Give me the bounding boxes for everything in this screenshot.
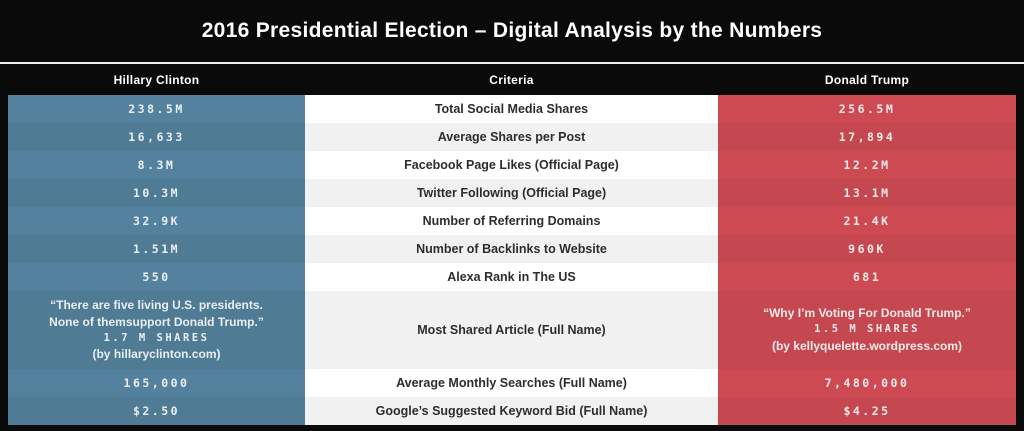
clinton-article-source: (by hillaryclinton.com): [92, 347, 221, 362]
column-header-criteria: Criteria: [489, 72, 534, 87]
clinton-value-cell: 1.51M: [8, 235, 305, 263]
table-row: 238.5M Total Social Media Shares 256.5M: [8, 95, 1016, 123]
clinton-value-cell: 16,633: [8, 123, 305, 151]
trump-article-source: (by kellyquelette.wordpress.com): [771, 338, 963, 353]
table-row: 1.51M Number of Backlinks to Website 960…: [8, 235, 1016, 263]
criteria-cell: Number of Referring Domains: [305, 207, 718, 235]
clinton-value-cell: 8.3M: [8, 151, 305, 179]
table-row: 32.9K Number of Referring Domains 21.4K: [8, 207, 1016, 235]
trump-value-cell: 960K: [718, 235, 1016, 263]
clinton-value-cell: 32.9K: [8, 207, 305, 235]
trump-quote-line: “Why I’m Voting For Donald Trump.”: [763, 306, 971, 321]
clinton-value-cell: $2.50: [8, 397, 305, 425]
trump-value-cell: 13.1M: [718, 179, 1016, 207]
criteria-cell: Average Monthly Searches (Full Name): [305, 369, 718, 397]
column-header-row: Hillary Clinton Criteria Donald Trump: [0, 64, 1024, 95]
trump-value-cell: 12.2M: [718, 151, 1016, 179]
table-row: 16,633 Average Shares per Post 17,894: [8, 123, 1016, 151]
page-title: 2016 Presidential Election – Digital Ana…: [201, 19, 823, 42]
trump-value-cell: 7,480,000: [718, 369, 1016, 397]
clinton-value-cell: 165,000: [8, 369, 305, 397]
criteria-cell: Total Social Media Shares: [305, 95, 718, 123]
criteria-cell: Most Shared Article (Full Name): [305, 291, 718, 369]
table-row: $2.50 Google’s Suggested Keyword Bid (Fu…: [8, 397, 1016, 425]
trump-quote-cell: “Why I’m Voting For Donald Trump.” 1.5 M…: [718, 291, 1016, 369]
trump-value-cell: 256.5M: [718, 95, 1016, 123]
clinton-quote-line-2: None of themsupport Donald Trump.”: [49, 314, 264, 329]
clinton-value-cell: 550: [8, 263, 305, 291]
clinton-shares-count: 1.7 M SHARES: [103, 331, 210, 344]
trump-shares-count: 1.5 M SHARES: [814, 323, 920, 336]
trump-value-cell: 21.4K: [718, 207, 1016, 235]
trump-value-cell: $4.25: [718, 397, 1016, 425]
column-header-donald-trump: Donald Trump: [824, 72, 910, 87]
clinton-value-cell: 238.5M: [8, 95, 305, 123]
criteria-cell: Google’s Suggested Keyword Bid (Full Nam…: [305, 397, 718, 425]
criteria-cell: Alexa Rank in The US: [305, 263, 718, 291]
clinton-quote-cell: “There are five living U.S. presidents. …: [8, 291, 305, 369]
title-band: 2016 Presidential Election – Digital Ana…: [0, 0, 1024, 62]
trump-value-cell: 681: [718, 263, 1016, 291]
trump-value-cell: 17,894: [718, 123, 1016, 151]
criteria-cell: Number of Backlinks to Website: [305, 235, 718, 263]
clinton-value-cell: 10.3M: [8, 179, 305, 207]
table-row-most-shared-article: “There are five living U.S. presidents. …: [8, 291, 1016, 369]
title-separator: [0, 62, 1024, 64]
table-row: 10.3M Twitter Following (Official Page) …: [8, 179, 1016, 207]
table-row: 165,000 Average Monthly Searches (Full N…: [8, 369, 1016, 397]
criteria-cell: Facebook Page Likes (Official Page): [305, 151, 718, 179]
column-header-hillary-clinton: Hillary Clinton: [113, 72, 200, 87]
comparison-table: 238.5M Total Social Media Shares 256.5M …: [8, 95, 1016, 425]
clinton-quote-line-1: “There are five living U.S. presidents.: [50, 297, 263, 312]
table-row: 550 Alexa Rank in The US 681: [8, 263, 1016, 291]
criteria-cell: Twitter Following (Official Page): [305, 179, 718, 207]
criteria-cell: Average Shares per Post: [305, 123, 718, 151]
table-row: 8.3M Facebook Page Likes (Official Page)…: [8, 151, 1016, 179]
